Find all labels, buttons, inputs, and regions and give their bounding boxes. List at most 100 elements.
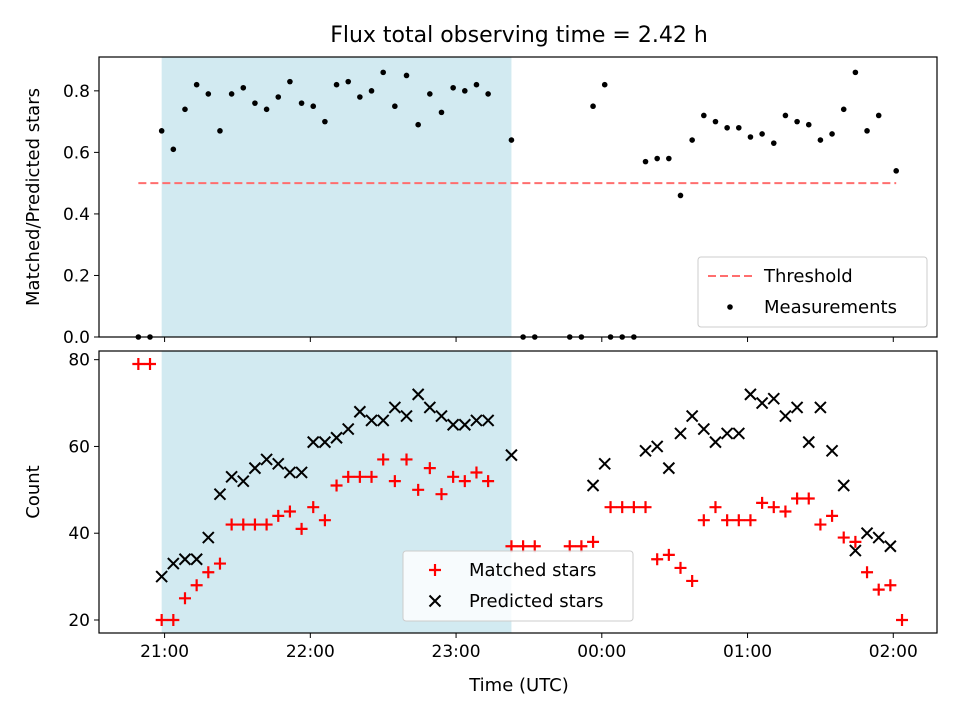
data-point	[237, 518, 250, 531]
data-point	[721, 514, 734, 527]
data-point	[884, 540, 897, 553]
data-point	[170, 146, 177, 153]
data-point	[744, 514, 757, 527]
data-point	[782, 112, 789, 119]
x-axis-label: Time (UTC)	[468, 675, 569, 696]
data-point	[805, 121, 812, 128]
data-point	[295, 522, 308, 535]
data-point	[814, 518, 827, 531]
legend-label: Matched stars	[469, 560, 596, 581]
x-tick-label: 21:00	[140, 642, 189, 662]
data-point	[260, 453, 273, 466]
legend-box	[402, 550, 634, 622]
data-point	[720, 427, 734, 440]
y-tick-label: 60	[68, 437, 90, 457]
data-point	[225, 470, 238, 484]
series-matched-stars	[132, 358, 909, 626]
data-point	[485, 91, 491, 97]
data-point	[295, 466, 308, 479]
data-point	[872, 531, 885, 544]
data-point	[423, 401, 437, 414]
data-point	[252, 100, 258, 106]
data-point	[400, 453, 413, 466]
data-point	[330, 479, 343, 492]
legend-label: Measurements	[764, 297, 897, 318]
data-point	[590, 103, 596, 110]
data-point	[884, 579, 897, 592]
series-predicted-stars	[155, 388, 897, 583]
data-point	[840, 106, 847, 113]
data-point	[875, 112, 882, 119]
data-point	[724, 124, 730, 131]
data-point	[275, 94, 282, 100]
y-tick-label: 20	[68, 611, 90, 631]
data-point	[790, 401, 804, 414]
data-point	[639, 501, 652, 514]
data-point	[307, 435, 320, 449]
data-point	[481, 414, 495, 427]
axes-frame	[98, 56, 938, 338]
data-point	[411, 388, 425, 401]
data-point	[158, 128, 165, 134]
data-point	[794, 118, 800, 125]
data-point	[178, 592, 191, 605]
data-point	[662, 548, 675, 561]
data-point	[178, 553, 192, 566]
data-point	[744, 388, 757, 401]
data-point	[213, 557, 226, 570]
data-point	[272, 509, 285, 522]
data-point	[802, 435, 815, 449]
data-point	[167, 613, 180, 626]
data-point	[155, 613, 168, 626]
data-point	[616, 501, 629, 514]
data-point	[240, 84, 247, 91]
data-point	[674, 561, 687, 574]
data-point	[380, 69, 386, 76]
data-point	[586, 479, 600, 492]
data-point	[677, 192, 684, 199]
data-point	[307, 501, 320, 514]
data-point	[732, 514, 745, 527]
y-tick-label: 0.6	[63, 143, 90, 163]
data-point	[333, 81, 340, 88]
y-tick-label: 0.8	[63, 82, 90, 102]
data-point	[735, 124, 742, 131]
data-point	[155, 570, 168, 583]
data-point	[377, 453, 390, 466]
data-point	[447, 470, 460, 483]
data-point	[517, 540, 530, 553]
y-tick-label: 0.4	[63, 205, 90, 225]
y-tick-label: 40	[68, 524, 90, 544]
data-point	[353, 470, 366, 483]
data-point	[849, 535, 862, 548]
data-point	[802, 492, 815, 505]
data-point	[423, 462, 436, 475]
x-tick-label: 00:00	[577, 642, 626, 662]
data-point	[353, 405, 367, 418]
data-point	[392, 103, 398, 110]
data-point	[190, 579, 203, 592]
data-point	[601, 81, 608, 88]
data-point	[598, 457, 611, 471]
data-point	[829, 131, 835, 137]
data-point	[470, 414, 483, 427]
data-point	[747, 134, 754, 140]
data-point	[686, 574, 699, 587]
y-tick-label: 0.0	[63, 328, 90, 348]
data-point	[587, 535, 600, 548]
data-point	[272, 457, 285, 471]
data-point	[190, 553, 203, 566]
data-point	[287, 78, 293, 85]
data-point	[470, 466, 483, 479]
data-point	[365, 414, 378, 427]
data-point	[462, 88, 468, 94]
data-point	[298, 100, 305, 106]
data-point	[368, 88, 375, 94]
legend-marker	[428, 594, 442, 608]
data-point	[202, 531, 215, 544]
data-point	[167, 557, 180, 570]
data-point	[435, 488, 448, 501]
data-point	[650, 440, 664, 453]
data-point	[712, 118, 719, 125]
data-point	[403, 72, 410, 79]
